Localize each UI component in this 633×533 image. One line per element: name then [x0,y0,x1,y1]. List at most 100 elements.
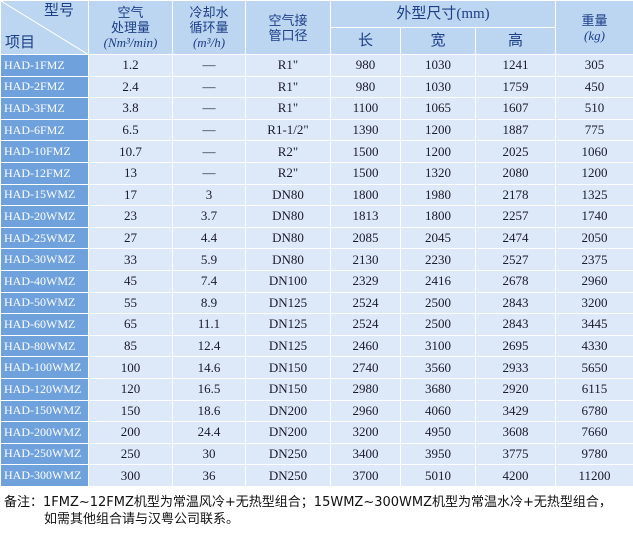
value-cell: 2178 [474,183,557,207]
value-cell: 3100 [400,334,476,358]
value-cell: 18.6 [172,399,246,423]
value-cell: 1320 [400,161,476,185]
value-cell: 1200 [555,161,633,185]
model-cell: HAD-250WMZ [0,442,89,466]
value-cell: 4200 [474,464,557,487]
value-cell: 1060 [555,140,633,163]
value-cell: 1500 [330,161,401,185]
value-cell: 1500 [330,140,401,163]
model-label: 型号 [43,3,74,19]
value-cell: 2230 [400,248,476,271]
value-cell: 2740 [330,356,401,379]
value-cell: R1" [245,97,331,120]
header-text: 处理量 [110,20,150,35]
table-row: HAD-20WMZ 23 3.7 DN80 1813 1800 2257 1740 [0,205,633,228]
value-cell: 2843 [474,313,557,336]
air-flow-header: 空气 处理量 (Nm³/min) [88,0,173,55]
value-cell: 120 [88,377,173,401]
value-cell: 55 [88,291,173,315]
value-cell: 250 [88,442,173,466]
value-cell: DN200 [245,421,331,444]
header-text: 冷却水 [189,5,229,20]
value-cell: 980 [330,75,401,99]
value-cell: 2474 [474,226,557,250]
value-cell: — [172,140,246,163]
value-cell: 3.7 [172,205,246,228]
value-cell: 1325 [555,183,633,207]
value-cell: 3.8 [88,97,173,120]
value-cell: 11200 [555,464,633,487]
value-cell: 2.4 [88,75,173,99]
value-cell: 200 [88,421,173,444]
value-cell: 305 [555,54,633,77]
table-row: HAD-100WMZ 100 14.6 DN150 2740 3560 2933 5650 [0,356,633,379]
value-cell: 4950 [400,421,476,444]
value-cell: 6115 [555,377,633,401]
value-cell: 85 [88,334,173,358]
value-cell: 1065 [400,97,476,120]
value-cell: 3400 [330,442,401,466]
value-cell: — [172,54,246,77]
value-cell: 13 [88,161,173,185]
value-cell: 1200 [400,140,476,163]
table-row: HAD-2FMZ 2.4— R1" 980 1030 1759 450 [0,75,633,99]
header-text: (kg) [584,27,605,43]
value-cell: 65 [88,313,173,336]
value-cell: 3445 [555,313,633,336]
value-cell: 5650 [555,356,633,379]
value-cell: 1759 [474,75,557,99]
value-cell: 2527 [474,248,557,271]
value-cell: 2933 [474,356,557,379]
value-cell: 45 [88,269,173,293]
value-cell: DN200 [245,399,331,423]
value-cell: 6780 [555,399,633,423]
header-text: 空气接 [268,12,308,28]
value-cell: 1887 [474,118,557,142]
value-cell: — [172,118,246,142]
model-cell: HAD-120WMZ [0,377,89,401]
length-header: 长 [330,27,401,55]
value-cell: 450 [555,75,633,99]
corner-header: 型号 项目 [0,0,89,55]
value-cell: 3950 [400,442,476,466]
value-cell: 2257 [474,205,557,228]
value-cell: 8.9 [172,291,246,315]
model-cell: HAD-6FMZ [0,118,89,142]
value-cell: 33 [88,248,173,271]
table-row: HAD-120WMZ 120 16.5 DN150 2980 3680 2920 6115 [0,377,633,401]
model-cell: HAD-30WMZ [0,248,89,271]
value-cell: 2500 [400,291,476,315]
value-cell: DN80 [245,226,331,250]
value-cell: 2920 [474,377,557,401]
value-cell: 1.2 [88,54,173,77]
value-cell: 2843 [474,291,557,315]
note-line: 备注：1FMZ~12FMZ机型为常温风冷+无热型组合；15WMZ~300WMZ机… [4,495,612,510]
value-cell: DN80 [245,205,331,228]
model-cell: HAD-15WMZ [0,183,89,207]
value-cell: 14.6 [172,356,246,379]
value-cell: 7660 [555,421,633,444]
diagonal [1,1,89,55]
value-cell: — [172,161,246,185]
value-cell: R2" [245,161,331,185]
table-row: HAD-150WMZ 150 18.6 DN200 2960 4060 3429 6780 [0,399,633,423]
value-cell: 12.4 [172,334,246,358]
value-cell: 100 [88,356,173,379]
value-cell: 2329 [330,269,401,293]
model-cell: HAD-40WMZ [0,269,89,293]
value-cell: 1980 [400,183,476,207]
cooling-header: 冷却水 循环量 (m³/h) [172,0,246,55]
value-cell: 5010 [400,464,476,487]
value-cell: 150 [88,399,173,423]
value-cell: 1813 [330,205,401,228]
value-cell: 1200 [400,118,476,142]
value-cell: 3700 [330,464,401,487]
value-cell: 2050 [555,226,633,250]
value-cell: 23 [88,205,173,228]
table-row: HAD-300WMZ 300 36 DN250 3700 5010 4200 11200 [0,464,633,487]
value-cell: DN125 [245,313,331,336]
model-cell: HAD-1FMZ [0,54,89,77]
value-cell: 2524 [330,313,401,336]
value-cell: 1607 [474,97,557,120]
model-cell: HAD-12FMZ [0,161,89,185]
